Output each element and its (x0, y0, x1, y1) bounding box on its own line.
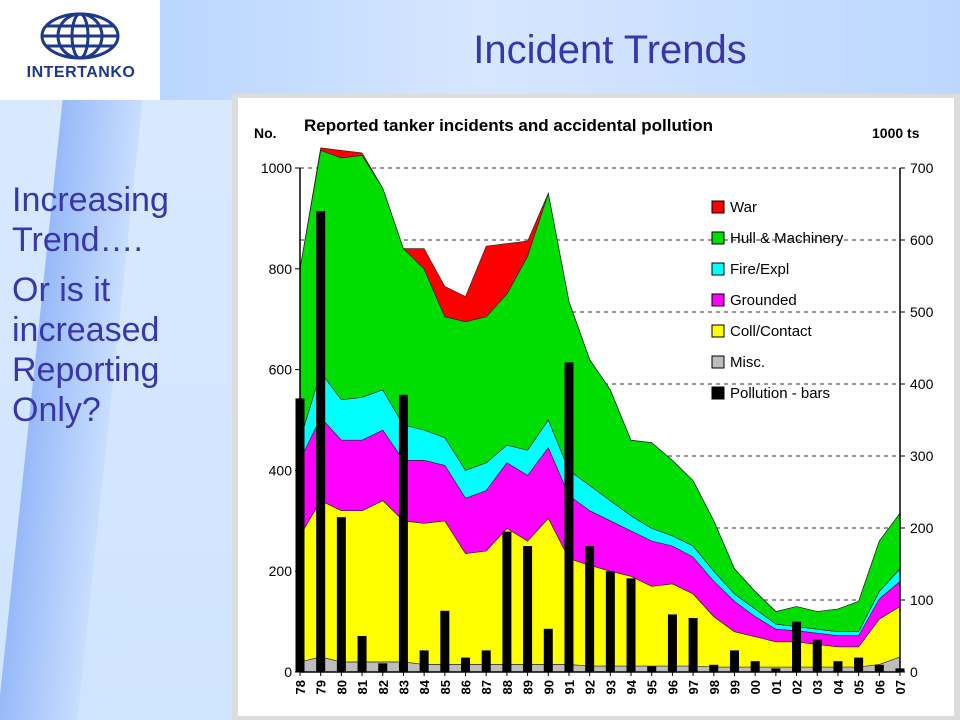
pollution-bar (378, 663, 388, 672)
x-tick-label: 90 (541, 680, 556, 694)
y-left-tick-label: 0 (284, 664, 292, 680)
x-tick-label: 80 (334, 680, 349, 694)
pollution-bar (874, 664, 884, 672)
y-left-tick-label: 800 (269, 261, 293, 277)
pollution-bar (605, 571, 615, 672)
legend-label: Hull & Machinery (730, 230, 844, 247)
pollution-bar (585, 546, 595, 672)
pollution-bar (523, 546, 533, 672)
y-left-tick-label: 1000 (261, 160, 292, 176)
legend-label: Fire/Expl (730, 261, 789, 278)
y-right-tick-label: 0 (910, 664, 918, 680)
pollution-bar (564, 362, 574, 672)
x-tick-label: 82 (376, 680, 391, 694)
pollution-bar (316, 211, 326, 672)
x-tick-label: 89 (521, 680, 536, 694)
x-tick-label: 99 (727, 680, 742, 694)
legend-swatch (711, 231, 725, 245)
x-tick-label: 05 (852, 680, 867, 694)
globe-icon (40, 12, 120, 60)
legend-swatch (711, 386, 725, 400)
x-tick-label: 81 (355, 680, 370, 694)
x-tick-label: 78 (293, 680, 308, 694)
pollution-bar (854, 657, 864, 672)
y-right-tick-label: 300 (910, 448, 934, 464)
legend-label: Misc. (730, 354, 765, 371)
y-left-tick-label: 400 (269, 462, 293, 478)
header-band (160, 0, 960, 100)
x-tick-label: 00 (748, 680, 763, 694)
x-tick-label: 97 (686, 680, 701, 694)
logo-wordmark: INTERTANKO (26, 64, 136, 81)
legend-label: Pollution - bars (730, 385, 830, 402)
x-tick-label: 88 (500, 680, 515, 694)
pollution-bar (440, 610, 450, 672)
pollution-bar (688, 618, 698, 672)
pollution-bar (667, 614, 677, 672)
pollution-bar (336, 517, 346, 672)
x-tick-label: 84 (417, 679, 432, 694)
pollution-bar (543, 628, 553, 672)
pollution-bar (419, 650, 429, 672)
x-tick-label: 01 (769, 680, 784, 694)
legend-swatch (711, 262, 725, 276)
side-text: Increasing Trend…. Or is it increased Re… (12, 180, 227, 440)
x-tick-label: 93 (603, 680, 618, 694)
pollution-bar (398, 394, 408, 672)
pollution-bar (461, 657, 471, 672)
legend-swatch (711, 200, 725, 214)
y-right-tick-label: 400 (910, 376, 934, 392)
pollution-bar (771, 668, 781, 672)
chart: Reported tanker incidents and accidental… (238, 98, 954, 716)
legend-label: Grounded (730, 292, 797, 309)
chart-title: Reported tanker incidents and accidental… (304, 116, 713, 135)
x-tick-label: 03 (810, 680, 825, 694)
x-tick-label: 04 (831, 679, 846, 694)
legend-swatch (711, 355, 725, 369)
x-tick-label: 86 (459, 680, 474, 694)
legend-label: Coll/Contact (730, 323, 813, 340)
pollution-bar (812, 639, 822, 672)
pollution-bar (357, 636, 367, 672)
slide-title: Incident Trends (473, 28, 747, 72)
pollution-bar (502, 531, 512, 672)
pollution-bar (647, 666, 657, 672)
x-tick-label: 91 (562, 680, 577, 694)
y-left-label: No. (254, 125, 277, 141)
x-tick-label: 98 (707, 680, 722, 694)
x-tick-label: 95 (645, 680, 660, 694)
y-left-tick-label: 600 (269, 362, 293, 378)
y-right-tick-label: 700 (910, 160, 934, 176)
x-tick-label: 87 (479, 680, 494, 694)
logo: INTERTANKO (0, 0, 160, 100)
x-tick-label: 83 (396, 680, 411, 694)
x-tick-label: 06 (872, 680, 887, 694)
y-right-tick-label: 100 (910, 592, 934, 608)
pollution-bar (709, 664, 719, 672)
legend-swatch (711, 324, 725, 338)
y-right-label: 1000 ts (872, 125, 920, 141)
pollution-bar (792, 621, 802, 672)
side-paragraph-2: Or is it increased Reporting Only? (12, 271, 160, 429)
x-tick-label: 79 (314, 680, 329, 694)
y-right-tick-label: 500 (910, 304, 934, 320)
legend-label: War (730, 199, 757, 216)
y-right-tick-label: 200 (910, 520, 934, 536)
x-tick-label: 02 (790, 680, 805, 694)
pollution-bar (729, 650, 739, 672)
x-tick-label: 85 (438, 680, 453, 694)
y-left-tick-label: 200 (269, 563, 293, 579)
side-paragraph-1: Increasing Trend…. (12, 181, 169, 259)
pollution-bar (481, 650, 491, 672)
x-tick-label: 96 (665, 680, 680, 694)
pollution-bar (626, 578, 636, 672)
x-tick-label: 94 (624, 679, 639, 694)
y-right-tick-label: 600 (910, 232, 934, 248)
x-tick-label: 07 (893, 680, 908, 694)
legend-swatch (711, 293, 725, 307)
x-tick-label: 92 (583, 680, 598, 694)
pollution-bar (750, 661, 760, 672)
pollution-bar (833, 661, 843, 672)
